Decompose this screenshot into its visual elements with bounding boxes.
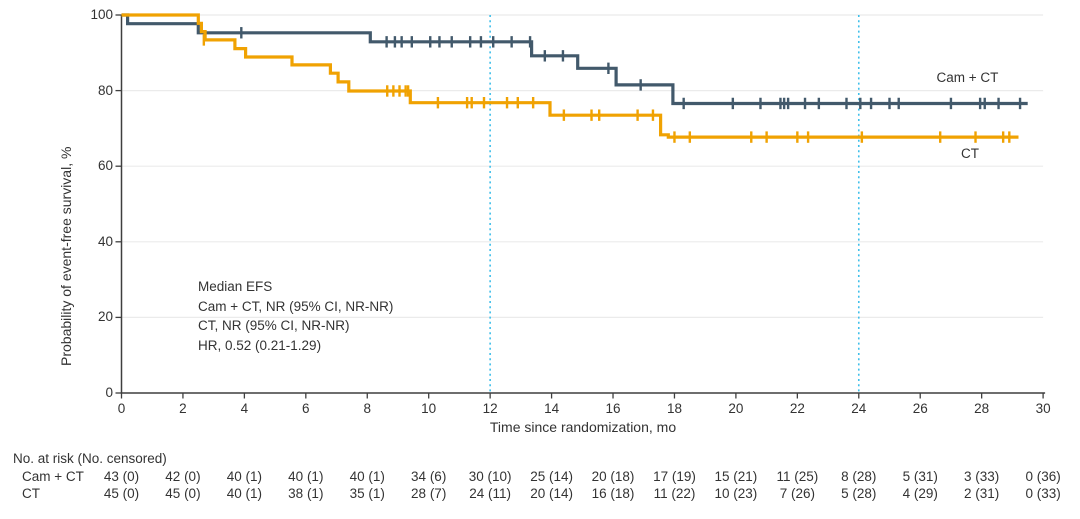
risk-row-label-ct: CT [22, 486, 40, 501]
risk-cell: 3 (33) [964, 469, 1000, 484]
annotation-line-median: Median EFS [198, 279, 273, 294]
x-tick-label-0: 0 [117, 401, 126, 416]
risk-cell: 11 (25) [776, 469, 819, 484]
risk-cell: 45 (0) [165, 486, 201, 501]
risk-cell: 20 (18) [591, 469, 635, 484]
risk-cell: 17 (19) [653, 469, 696, 484]
median-efs-annotation: Median EFS Cam + CT, NR (95% CI, NR-NR) … [198, 277, 393, 356]
annotation-line-camct: Cam + CT, NR (95% CI, NR-NR) [198, 298, 394, 314]
risk-table-header: No. at risk (No. censored) [13, 451, 167, 466]
risk-cell: 42 (0) [165, 469, 201, 484]
km-plot-canvas [115, 13, 1046, 399]
risk-cell: 7 (26) [779, 486, 815, 501]
risk-cell: 2 (31) [964, 486, 1000, 501]
risk-cell: 16 (18) [591, 486, 635, 501]
y-tick-label-80: 80 [97, 82, 113, 98]
km-curve-cam-ct [121, 13, 1028, 106]
y-tick-label-60: 60 [97, 158, 113, 174]
risk-cell: 11 (22) [653, 486, 696, 501]
x-tick-label-8: 8 [363, 401, 371, 416]
risk-cell: 8 (28) [841, 469, 877, 484]
x-tick-label-26: 26 [912, 401, 928, 416]
curve-label-ct: CT [961, 146, 979, 161]
y-tick-label-20: 20 [97, 309, 113, 325]
km-curve-ct [121, 13, 1019, 139]
y-tick-label-0: 0 [105, 385, 113, 400]
y-axis-title: Probability of event-free survival, % [58, 146, 74, 366]
risk-cell: 4 (29) [902, 486, 938, 501]
curve-label-cam-ct: Cam + CT [936, 70, 999, 85]
risk-cell: 25 (14) [530, 469, 573, 484]
risk-cell: 0 (33) [1025, 486, 1061, 501]
risk-cell: 40 (1) [349, 469, 385, 484]
risk-cell: 0 (36) [1025, 469, 1061, 484]
x-tick-label-10: 10 [421, 401, 437, 416]
risk-cell: 40 (1) [288, 469, 324, 484]
risk-cell: 5 (31) [902, 469, 938, 484]
x-tick-label-2: 2 [179, 401, 187, 416]
risk-cell: 10 (23) [714, 486, 758, 501]
risk-cell: 40 (1) [226, 469, 263, 484]
y-tick-label-40: 40 [97, 233, 113, 249]
x-tick-label-4: 4 [240, 401, 249, 416]
risk-cell: 24 (11) [469, 486, 512, 501]
x-tick-label-20: 20 [728, 401, 744, 416]
risk-cell: 15 (21) [714, 469, 758, 484]
x-tick-label-30: 30 [1035, 401, 1051, 416]
risk-cell: 40 (1) [226, 486, 263, 501]
x-tick-label-18: 18 [666, 401, 682, 416]
risk-cell: 34 (6) [411, 469, 447, 484]
y-tick-label-100: 100 [90, 7, 113, 22]
risk-cell: 38 (1) [288, 486, 324, 501]
risk-cell: 5 (28) [841, 486, 877, 501]
risk-cell: 30 (10) [468, 469, 512, 484]
risk-row-label-cam-ct: Cam + CT [22, 469, 84, 484]
annotation-line-ct: CT, NR (95% CI, NR-NR) [198, 318, 350, 334]
x-tick-label-28: 28 [974, 401, 990, 416]
x-tick-label-6: 6 [302, 401, 310, 416]
risk-cell: 35 (1) [349, 486, 385, 501]
annotation-line-hr: HR, 0.52 (0.21-1.29) [198, 338, 322, 354]
x-tick-label-12: 12 [482, 401, 498, 416]
risk-cell: 45 (0) [103, 486, 140, 501]
x-tick-label-14: 14 [544, 401, 560, 416]
x-tick-label-24: 24 [851, 401, 867, 416]
x-tick-label-16: 16 [605, 401, 621, 416]
x-tick-label-22: 22 [789, 401, 805, 416]
risk-cell: 43 (0) [103, 469, 140, 484]
risk-cell: 28 (7) [411, 486, 447, 501]
risk-cell: 20 (14) [530, 486, 573, 501]
x-axis-title: Time since randomization, mo [489, 419, 677, 435]
